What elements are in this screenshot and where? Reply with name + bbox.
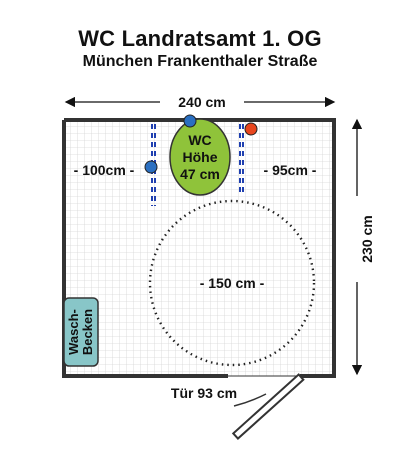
flush-button-marker	[183, 114, 197, 128]
turning-circle	[148, 199, 316, 367]
wc-toilet	[169, 118, 231, 196]
sink-label-1: Wasch-	[66, 309, 81, 355]
wc-height-value: 47 cm	[180, 166, 220, 182]
width-label: 240 cm	[178, 94, 225, 110]
door	[228, 373, 305, 441]
left-clearance-label: - 100cm -	[74, 162, 135, 178]
turning-circle-label: - 150 cm -	[200, 275, 265, 291]
sink	[63, 297, 99, 367]
sink-label-2: Becken	[80, 309, 95, 355]
door-label: Tür 93 cm	[171, 385, 237, 401]
alarm-button-marker	[244, 122, 258, 136]
wc-height-label: Höhe	[183, 149, 218, 165]
page-subtitle: München Frankenthaler Straße	[82, 53, 318, 70]
wc-label: WC	[188, 132, 211, 148]
page-title: WC Landratsamt 1. OG	[78, 26, 322, 51]
right-clearance-label: - 95cm -	[264, 162, 317, 178]
grab-bar-marker	[144, 160, 158, 174]
height-label: 230 cm	[359, 215, 375, 262]
